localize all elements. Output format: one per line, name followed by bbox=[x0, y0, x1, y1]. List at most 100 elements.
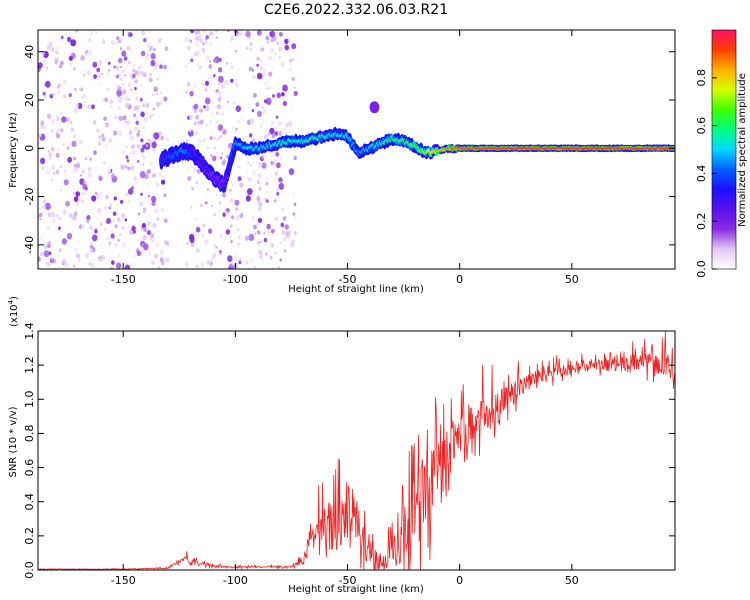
noise-blob bbox=[271, 133, 276, 139]
noise-blob bbox=[215, 138, 218, 141]
noise-blob bbox=[132, 149, 137, 155]
noise-blob bbox=[193, 103, 199, 110]
noise-blob bbox=[103, 227, 107, 232]
noise-blob bbox=[101, 138, 104, 141]
noise-blob bbox=[108, 61, 111, 65]
noise-blob bbox=[94, 229, 98, 234]
noise-blob bbox=[218, 57, 222, 62]
noise-blob bbox=[111, 174, 115, 178]
noise-blob bbox=[202, 30, 207, 34]
noise-blob bbox=[221, 192, 227, 198]
noise-blob bbox=[273, 199, 277, 203]
noise-blob bbox=[127, 199, 131, 203]
noise-blob bbox=[195, 181, 199, 185]
noise-blob bbox=[270, 229, 275, 234]
noise-blob bbox=[278, 47, 282, 51]
noise-blob bbox=[139, 171, 146, 179]
noise-blob bbox=[128, 130, 133, 135]
noise-blob bbox=[125, 192, 129, 197]
noise-blob bbox=[189, 39, 193, 43]
noise-blob bbox=[102, 161, 106, 165]
spectrogram-marks bbox=[38, 30, 675, 269]
noise-blob bbox=[208, 60, 212, 63]
noise-blob bbox=[74, 88, 77, 91]
noise-blob bbox=[129, 33, 133, 37]
noise-blob bbox=[235, 83, 239, 88]
noise-blob bbox=[81, 224, 85, 230]
noise-blob bbox=[66, 146, 70, 150]
noise-blob bbox=[208, 64, 213, 69]
noise-blob bbox=[199, 140, 202, 144]
noise-blob bbox=[118, 130, 122, 136]
noise-blob bbox=[141, 222, 146, 229]
noise-blob bbox=[275, 126, 278, 130]
noise-blob bbox=[148, 252, 151, 256]
noise-blob bbox=[68, 62, 72, 66]
noise-blob bbox=[269, 47, 275, 54]
noise-blob bbox=[260, 47, 265, 52]
noise-blob bbox=[278, 177, 283, 183]
noise-blob bbox=[216, 155, 219, 159]
noise-blob bbox=[268, 56, 273, 61]
noise-blob bbox=[122, 115, 127, 121]
noise-blob bbox=[75, 90, 78, 93]
noise-blob bbox=[255, 222, 258, 226]
noise-blob bbox=[58, 248, 62, 253]
colorbar-tick-label: 0.6 bbox=[695, 117, 708, 135]
noise-blob bbox=[235, 207, 239, 211]
noise-blob bbox=[249, 164, 252, 168]
noise-blob bbox=[90, 262, 95, 269]
noise-blob bbox=[70, 39, 77, 47]
noise-blob bbox=[89, 31, 94, 36]
noise-blob bbox=[205, 195, 208, 198]
noise-blob bbox=[200, 262, 205, 268]
noise-blob bbox=[218, 208, 221, 213]
noise-blob bbox=[221, 152, 224, 155]
noise-blob bbox=[61, 238, 67, 245]
noise-blob bbox=[292, 192, 295, 196]
noise-blob bbox=[164, 46, 169, 51]
noise-blob bbox=[46, 113, 52, 120]
snr-y-tick-label: 0.0 bbox=[23, 561, 36, 579]
noise-blob bbox=[270, 38, 274, 43]
noise-blob bbox=[157, 266, 161, 269]
colorbar-gradient bbox=[711, 29, 737, 270]
noise-blob bbox=[113, 130, 118, 136]
noise-blob bbox=[282, 100, 287, 107]
noise-blob bbox=[141, 71, 146, 77]
noise-blob bbox=[59, 165, 63, 169]
noise-blob bbox=[293, 90, 298, 97]
noise-blob bbox=[184, 261, 189, 267]
noise-blob bbox=[161, 61, 163, 64]
noise-blob bbox=[73, 156, 77, 161]
noise-blob bbox=[82, 73, 86, 78]
noise-blob bbox=[236, 227, 240, 232]
noise-blob bbox=[235, 127, 238, 131]
noise-blob bbox=[197, 120, 201, 125]
noise-blob bbox=[210, 204, 213, 207]
noise-blob bbox=[279, 56, 281, 59]
noise-blob bbox=[106, 87, 110, 92]
noise-blob bbox=[97, 73, 101, 79]
noise-blob bbox=[106, 217, 111, 224]
noise-blob bbox=[125, 165, 128, 169]
noise-blob bbox=[284, 132, 288, 136]
noise-blob bbox=[239, 182, 244, 188]
noise-blob bbox=[231, 126, 235, 130]
noise-blob bbox=[222, 212, 226, 217]
snr-x-axis-title: Height of straight line (km) bbox=[288, 584, 424, 595]
noise-blob bbox=[234, 199, 240, 206]
noise-blob bbox=[117, 238, 120, 242]
noise-blob bbox=[121, 69, 126, 74]
noise-blob bbox=[259, 254, 263, 260]
feature-blob bbox=[369, 101, 380, 114]
noise-blob bbox=[187, 82, 191, 87]
noise-blob bbox=[88, 37, 92, 42]
noise-blob bbox=[262, 259, 265, 262]
noise-blob bbox=[235, 252, 238, 256]
noise-blob bbox=[42, 204, 46, 210]
noise-blob bbox=[146, 43, 151, 49]
noise-blob bbox=[92, 61, 98, 68]
noise-blob bbox=[277, 120, 282, 127]
colorbar-tick-label: 0.4 bbox=[695, 165, 708, 183]
